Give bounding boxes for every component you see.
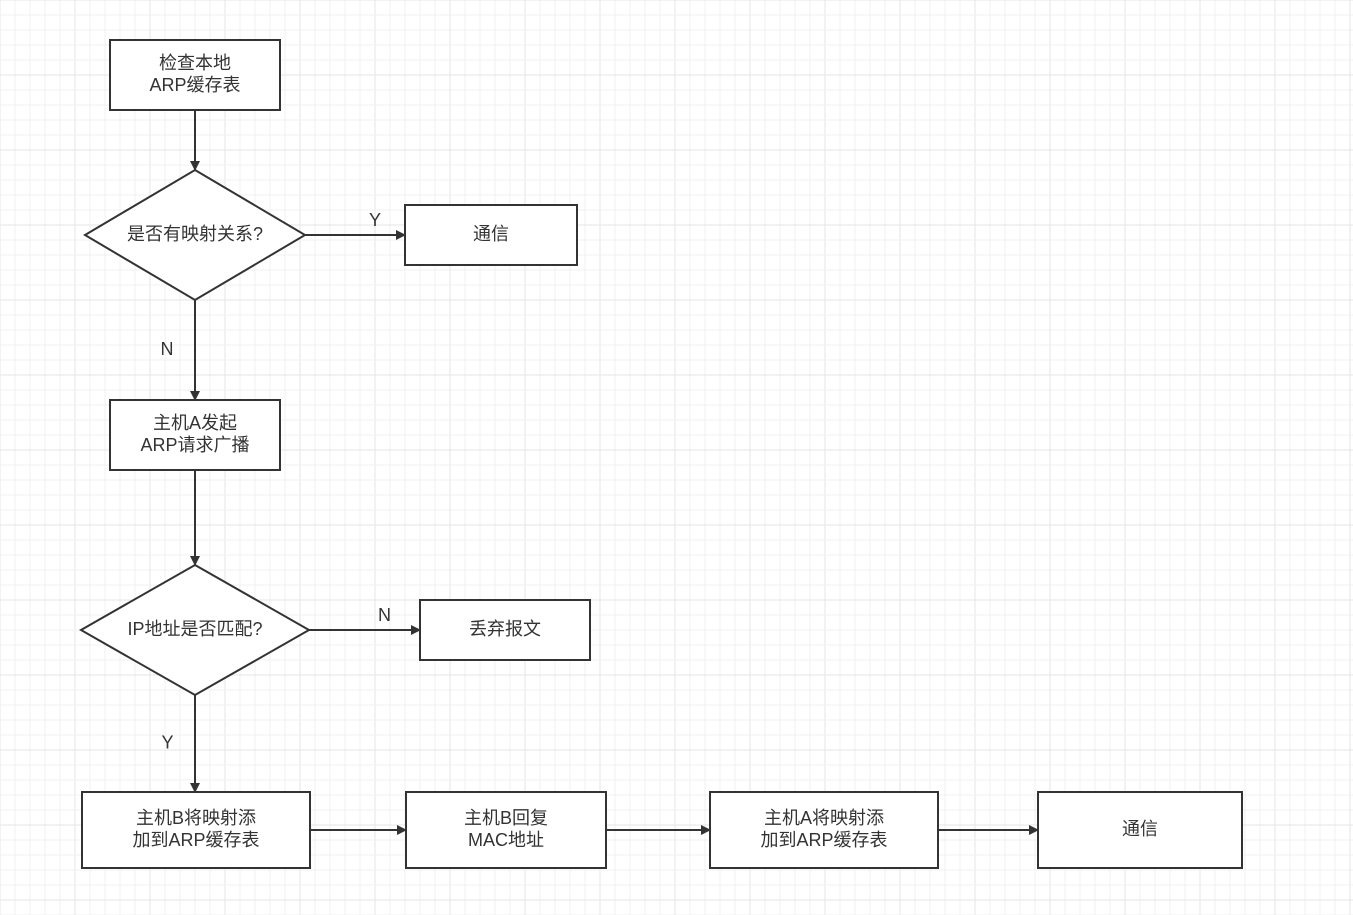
node-n8: 通信	[1038, 792, 1242, 868]
node-label: 通信	[1122, 819, 1158, 839]
node-label: 加到ARP缓存表	[132, 830, 259, 850]
node-label: 是否有映射关系?	[127, 224, 263, 244]
node-n3: 主机A发起ARP请求广播	[110, 400, 280, 470]
flowchart-canvas: YNNY检查本地ARP缓存表是否有映射关系?通信主机A发起ARP请求广播IP地址…	[0, 0, 1353, 915]
edge-label: Y	[369, 210, 381, 230]
node-n2: 通信	[405, 205, 577, 265]
node-label: 通信	[473, 224, 509, 244]
node-label: 主机B回复	[464, 808, 548, 828]
edge-label: N	[161, 339, 174, 359]
node-label: MAC地址	[468, 830, 544, 850]
node-label: ARP请求广播	[140, 435, 249, 455]
node-label: 加到ARP缓存表	[760, 830, 887, 850]
node-label: 主机B将映射添	[136, 808, 256, 828]
node-label: IP地址是否匹配?	[127, 619, 262, 639]
edge-label: N	[378, 605, 391, 625]
node-n5: 主机B将映射添加到ARP缓存表	[82, 792, 310, 868]
node-n4: 丢弃报文	[420, 600, 590, 660]
node-n6: 主机B回复MAC地址	[406, 792, 606, 868]
node-label: ARP缓存表	[149, 75, 240, 95]
node-label: 检查本地	[159, 53, 231, 73]
node-label: 丢弃报文	[469, 619, 541, 639]
node-label: 主机A发起	[153, 413, 237, 433]
node-label: 主机A将映射添	[764, 808, 884, 828]
node-n1: 检查本地ARP缓存表	[110, 40, 280, 110]
node-n7: 主机A将映射添加到ARP缓存表	[710, 792, 938, 868]
edge-label: Y	[161, 732, 173, 752]
